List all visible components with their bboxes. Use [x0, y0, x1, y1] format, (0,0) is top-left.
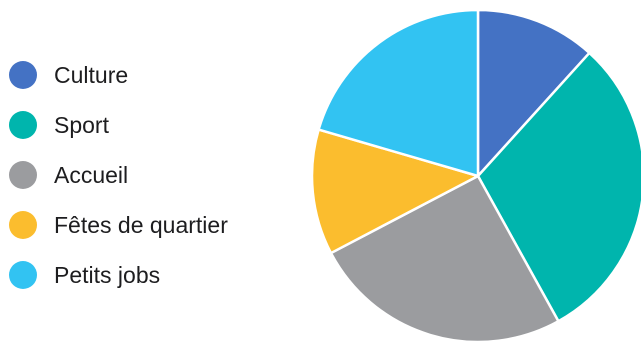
legend-item-accueil: Accueil	[9, 150, 228, 200]
legend-swatch-sport	[9, 111, 37, 139]
pie-slice-fetes-de-quartier	[310, 128, 480, 255]
legend-label-culture: Culture	[54, 61, 129, 88]
legend-label-fetes-de-quartier: Fêtes de quartier	[54, 211, 228, 238]
pie-slice-sport	[476, 51, 641, 323]
legend-swatch-petits-jobs	[9, 261, 37, 289]
chart-legend: Culture Sport Accueil Fêtes de quartier …	[9, 50, 228, 300]
legend-label-accueil: Accueil	[54, 161, 129, 188]
legend-swatch-accueil	[9, 161, 37, 189]
pie-slice-petits-jobs	[317, 8, 480, 178]
pie-slice-accueil	[329, 174, 560, 341]
legend-swatch-culture	[9, 61, 37, 89]
legend-item-culture: Culture	[9, 50, 228, 100]
legend-item-fetes-de-quartier: Fêtes de quartier	[9, 200, 228, 250]
legend-swatch-fetes-de-quartier	[9, 211, 37, 239]
legend-item-sport: Sport	[9, 100, 228, 150]
legend-item-petits-jobs: Petits jobs	[9, 250, 228, 300]
legend-label-sport: Sport	[54, 111, 109, 138]
legend-label-petits-jobs: Petits jobs	[54, 261, 161, 288]
pie-slice-culture	[476, 8, 591, 178]
